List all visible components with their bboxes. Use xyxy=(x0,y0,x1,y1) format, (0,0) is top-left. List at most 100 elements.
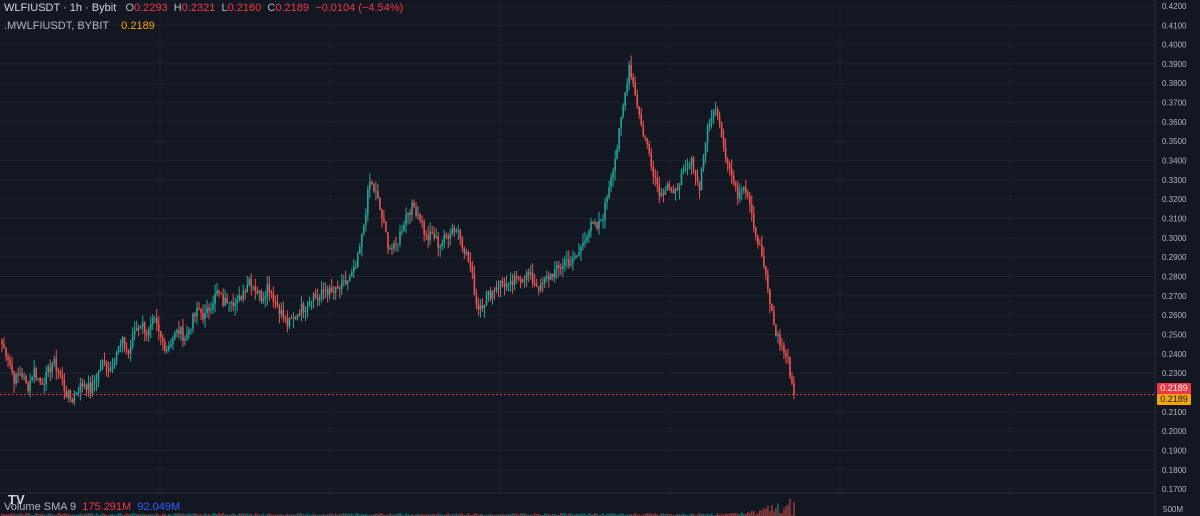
volume-bar xyxy=(785,506,787,516)
volume-bar xyxy=(457,514,460,516)
volume-bar xyxy=(346,513,349,516)
volume-bar xyxy=(238,513,240,516)
candle-body xyxy=(409,212,411,215)
volume-bar xyxy=(328,513,331,516)
volume-bar xyxy=(620,513,622,516)
candle-body xyxy=(441,242,444,247)
volume-bar xyxy=(276,514,279,516)
candle-body xyxy=(594,222,596,224)
volume-bar xyxy=(83,514,86,516)
candle-body xyxy=(320,289,323,298)
volume-bar xyxy=(702,513,705,516)
volume-bar xyxy=(264,514,267,516)
candle-body xyxy=(461,238,464,249)
volume-bar xyxy=(439,513,442,516)
volume-bar xyxy=(194,513,196,516)
candle-body xyxy=(551,273,554,278)
volume-bar xyxy=(533,513,536,516)
volume-bar xyxy=(304,514,307,516)
volume-bar xyxy=(214,513,216,516)
candle-body xyxy=(781,345,783,347)
volume-bar xyxy=(55,514,58,516)
volume-bar xyxy=(35,513,37,516)
candle-body xyxy=(568,258,570,266)
volume-bar xyxy=(566,514,568,516)
price-axis[interactable]: 0.4200 0.4100 0.4000 0.3900 0.3800 0.3700 0.36… xyxy=(1162,2,1187,494)
volume-bar xyxy=(471,514,474,516)
candle-body xyxy=(648,144,651,154)
tradingview-logo[interactable]: TV xyxy=(8,492,25,507)
price-tick-label: 0.3500 xyxy=(1162,137,1187,146)
volume-bar xyxy=(636,514,639,516)
volume-bar xyxy=(155,513,158,516)
volume-bar xyxy=(761,510,763,516)
volume-bar xyxy=(85,513,88,516)
candle-body xyxy=(21,373,23,377)
candle-body xyxy=(87,382,90,391)
candle-body xyxy=(791,376,793,384)
volume-bar xyxy=(393,514,395,516)
volume-bar xyxy=(23,514,25,516)
volume-bar xyxy=(646,513,649,516)
candle-body xyxy=(318,297,321,301)
candle-body xyxy=(660,193,663,197)
volume-bar xyxy=(41,513,44,516)
volume-bar xyxy=(507,513,510,516)
candle-body xyxy=(322,289,325,291)
volume-bar xyxy=(274,514,277,516)
candle-body xyxy=(131,334,134,347)
volume-bar xyxy=(282,514,285,516)
volume-bar xyxy=(748,512,751,516)
candle-body xyxy=(254,286,257,292)
volume-bar xyxy=(728,513,731,516)
candle-body xyxy=(672,191,675,194)
volume-bar xyxy=(746,512,749,516)
volume-bar xyxy=(718,514,721,516)
volume-bar xyxy=(121,514,124,516)
candle-body xyxy=(176,330,178,333)
candle-body xyxy=(190,328,192,331)
volume-label[interactable]: Volume SMA 9 xyxy=(4,501,77,513)
volume-bar xyxy=(166,514,168,516)
candle-body xyxy=(77,392,80,394)
volume-bar xyxy=(69,514,72,516)
candle-body xyxy=(455,230,458,232)
volume-bar xyxy=(27,513,29,516)
volume-bar xyxy=(25,513,27,516)
volume-bar xyxy=(332,514,335,516)
candle-body xyxy=(517,276,520,280)
volume-bar xyxy=(125,513,128,516)
candle-body xyxy=(447,235,450,239)
candle-body xyxy=(107,369,110,372)
candle-body xyxy=(445,234,448,236)
price-tick-label: 0.3800 xyxy=(1162,79,1187,88)
candle-body xyxy=(405,214,407,225)
symbol-label[interactable]: WLFIUSDT · 1h · Bybit xyxy=(4,2,117,14)
price-tick-label: 0.2100 xyxy=(1162,408,1187,417)
mark-symbol-label[interactable]: .MWLFIUSDT, BYBIT xyxy=(4,20,109,32)
volume-bar xyxy=(425,514,427,516)
volume-bar xyxy=(361,513,363,516)
candle-body xyxy=(363,225,365,234)
volume-bar xyxy=(708,514,711,516)
volume-bar xyxy=(493,514,496,516)
volume-bar xyxy=(81,514,84,516)
candle-body xyxy=(9,360,11,365)
volume-bar xyxy=(467,513,470,516)
candle-body xyxy=(521,279,524,282)
volume-bar xyxy=(190,513,192,516)
candle-body xyxy=(155,317,158,325)
volume-bar xyxy=(582,513,584,516)
candle-body xyxy=(634,83,636,96)
volume-bar xyxy=(302,514,305,516)
volume-bar xyxy=(31,514,33,516)
candle-body xyxy=(608,187,610,198)
candle-body xyxy=(238,295,240,301)
volume-bar xyxy=(586,514,588,516)
volume-bar xyxy=(793,502,795,516)
volume-bar xyxy=(403,514,405,516)
candle-body xyxy=(182,327,184,341)
volume-bar xyxy=(117,513,120,516)
candle-body xyxy=(184,339,186,341)
